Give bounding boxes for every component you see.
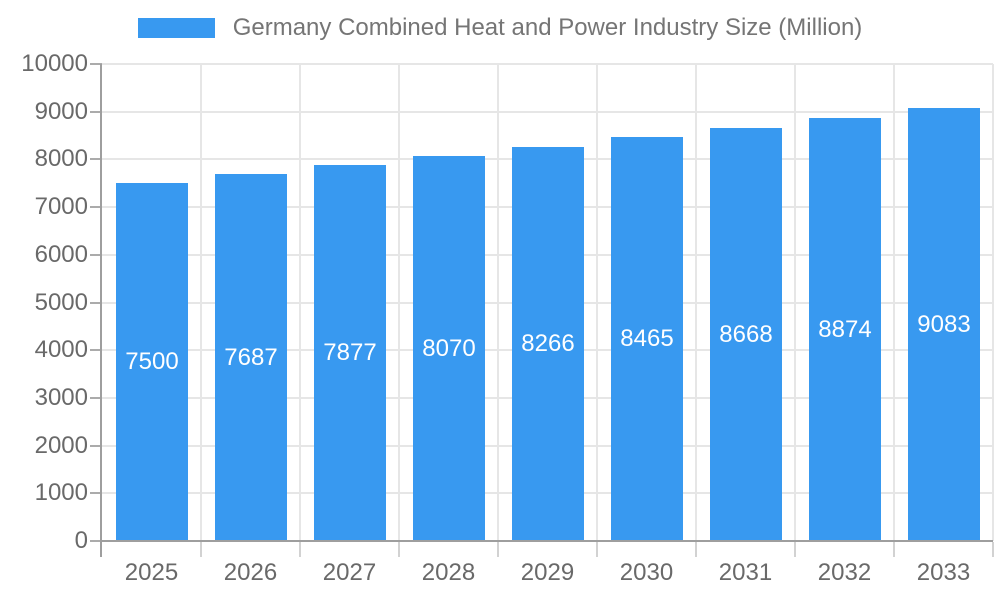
x-axis-tick-label: 2033 <box>916 559 971 586</box>
y-axis-tick-label: 3000 <box>34 384 88 411</box>
x-axis-tick-label: 2026 <box>223 559 278 586</box>
x-gridline <box>794 64 796 541</box>
bar-2028 <box>413 156 485 541</box>
x-axis-tick-label: 2027 <box>322 559 377 586</box>
legend-swatch-icon[interactable] <box>137 18 215 38</box>
bar-value-label: 9083 <box>917 311 971 338</box>
bar-2029 <box>512 147 584 541</box>
bar-value-label: 7500 <box>125 348 179 375</box>
y-axis-tick-label: 1000 <box>34 479 88 506</box>
x-axis-tick <box>497 542 499 557</box>
y-axis-tick <box>90 349 102 351</box>
bar-value-label: 8465 <box>620 325 674 352</box>
bar-value-label: 8668 <box>719 321 773 348</box>
x-gridline <box>992 64 994 541</box>
legend[interactable]: Germany Combined Heat and Power Industry… <box>0 8 1000 48</box>
x-axis-tick <box>893 542 895 557</box>
y-axis-tick <box>90 111 102 113</box>
y-axis-tick-label: 4000 <box>34 336 88 363</box>
bar-value-label: 8266 <box>521 330 575 357</box>
x-gridline <box>893 64 895 541</box>
x-axis-tick-label: 2032 <box>817 559 872 586</box>
legend-label[interactable]: Germany Combined Heat and Power Industry… <box>232 14 863 41</box>
y-axis-tick-label: 6000 <box>34 241 88 268</box>
x-axis-tick <box>299 542 301 557</box>
y-axis-tick-label: 10000 <box>21 50 88 77</box>
y-axis-tick <box>90 63 102 65</box>
y-axis-tick <box>90 206 102 208</box>
y-axis-tick <box>90 540 102 542</box>
y-axis-tick-label: 9000 <box>34 98 88 125</box>
y-axis-tick <box>90 302 102 304</box>
y-axis-tick <box>90 397 102 399</box>
y-axis-line <box>100 64 102 557</box>
bar-value-label: 7687 <box>224 344 278 371</box>
x-axis-line <box>100 540 993 542</box>
y-axis-tick-label: 8000 <box>34 145 88 172</box>
x-axis-tick <box>992 542 994 557</box>
x-axis-tick <box>398 542 400 557</box>
x-axis-tick-label: 2028 <box>421 559 476 586</box>
y-axis-tick <box>90 492 102 494</box>
x-gridline <box>695 64 697 541</box>
bar-value-label: 8874 <box>818 316 872 343</box>
x-axis-tick-label: 2031 <box>718 559 773 586</box>
bar-2027 <box>314 165 386 541</box>
x-axis-tick <box>794 542 796 557</box>
bar-value-label: 8070 <box>422 335 476 362</box>
bar-2031 <box>710 128 782 541</box>
y-gridline <box>102 63 993 65</box>
y-axis-tick <box>90 158 102 160</box>
x-gridline <box>497 64 499 541</box>
x-gridline <box>596 64 598 541</box>
x-axis-tick <box>695 542 697 557</box>
x-axis-tick-label: 2029 <box>520 559 575 586</box>
x-gridline <box>299 64 301 541</box>
y-axis-tick-label: 5000 <box>34 289 88 316</box>
x-axis-tick <box>200 542 202 557</box>
bar-2032 <box>809 118 881 541</box>
x-axis-tick <box>596 542 598 557</box>
bar-2030 <box>611 137 683 541</box>
bar-2026 <box>215 174 287 541</box>
y-axis-tick-label: 7000 <box>34 193 88 220</box>
y-axis-tick <box>90 445 102 447</box>
y-axis-tick <box>90 254 102 256</box>
y-axis-tick-label: 0 <box>74 527 88 554</box>
bar-value-label: 7877 <box>323 339 377 366</box>
x-gridline <box>200 64 202 541</box>
bar-2025 <box>116 183 188 541</box>
x-axis-tick-label: 2025 <box>124 559 179 586</box>
x-gridline <box>398 64 400 541</box>
x-axis-tick-label: 2030 <box>619 559 674 586</box>
bar-2033 <box>908 108 980 541</box>
y-gridline <box>102 111 993 113</box>
y-axis-tick-label: 2000 <box>34 432 88 459</box>
